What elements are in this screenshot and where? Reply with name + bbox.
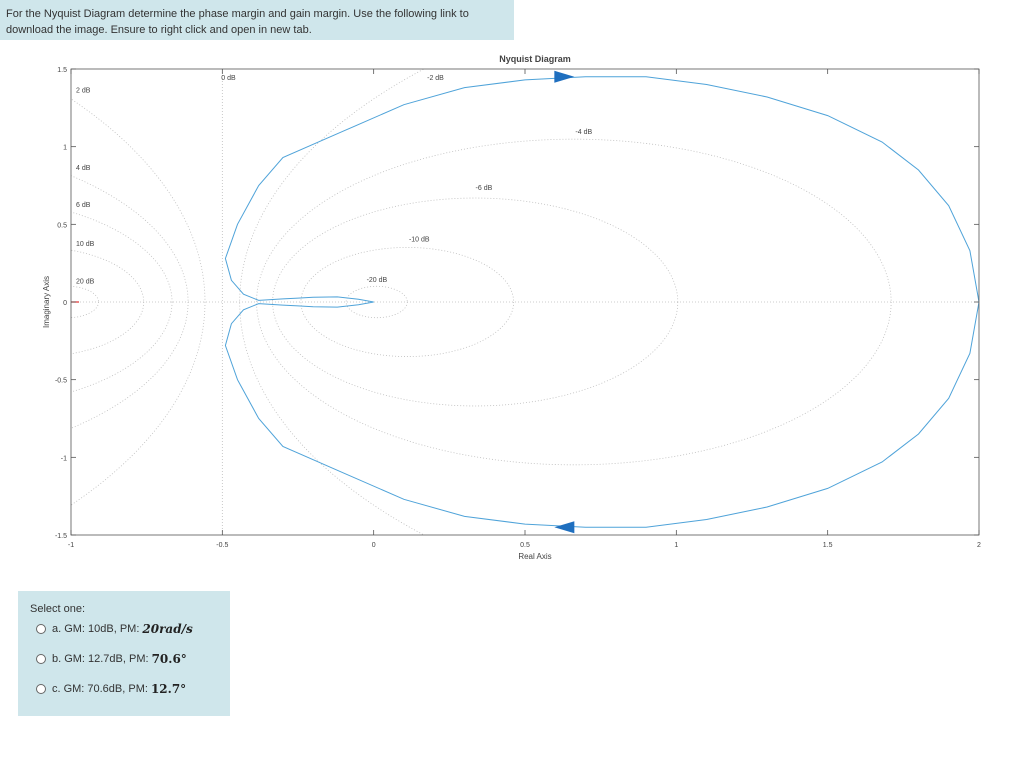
m-circle-label: 6 dB [76, 202, 91, 209]
m-circle-label: -6 dB [476, 185, 493, 192]
plot-area: 0 dB -2 dB -4 dB -6 dB -10 dB -20 dB 2 dB 4 dB 6… [71, 69, 979, 535]
x-axis-label: Real Axis [518, 552, 551, 561]
direction-arrow-top [554, 70, 575, 83]
m-circle-label: -20 dB [367, 277, 388, 284]
option-c-letter: c. [52, 683, 61, 695]
m-circle-label: -2 dB [427, 75, 444, 82]
option-b[interactable]: b. GM: 12.7dB, PM: 70.6° [36, 651, 230, 667]
y-axis-label: Imaginary Axis [42, 276, 51, 328]
y-tick-label: -1.5 [55, 533, 67, 540]
y-tick-label: -0.5 [55, 378, 67, 385]
option-a-text: GM: 10dB, PM: [64, 623, 140, 635]
nyquist-chart-svg: 0 dB -2 dB -4 dB -6 dB -10 dB -20 dB 2 dB 4 dB 6… [42, 54, 981, 561]
m-circle-label: 4 dB [76, 165, 91, 172]
m-circle-label: 10 dB [76, 241, 95, 248]
option-b-letter: b. [52, 653, 62, 665]
nyquist-curve [224, 76, 979, 528]
option-a-letter: a. [52, 623, 62, 635]
x-tick-label: -1 [68, 542, 74, 549]
radio-button-b[interactable] [36, 654, 46, 664]
radio-button-c[interactable] [36, 684, 46, 694]
m-circle-grid [300, 247, 515, 357]
x-tick-label: -0.5 [216, 542, 228, 549]
question-box: For the Nyquist Diagram determine the ph… [0, 0, 514, 40]
x-tick-label: 2 [977, 542, 981, 549]
option-a-math: 20rad/s [142, 622, 193, 636]
option-b-text: GM: 12.7dB, PM: [64, 653, 149, 665]
m-circle-label: -4 dB [575, 129, 592, 136]
m-circle-label: 20 dB [76, 278, 95, 285]
y-tick-label: -1 [61, 455, 67, 462]
x-tick-label: 1.5 [823, 542, 833, 549]
option-b-math: 70.6° [151, 652, 187, 666]
nyquist-plot[interactable]: 0 dB -2 dB -4 dB -6 dB -10 dB -20 dB 2 dB 4 dB 6… [34, 50, 994, 570]
y-tick-label: 0.5 [57, 222, 67, 229]
x-tick-label: 1 [674, 542, 678, 549]
m-circle-label: 0 dB [221, 75, 236, 82]
option-a[interactable]: a. GM: 10dB, PM: 20rad/s [36, 621, 230, 637]
y-tick-label: 1 [63, 145, 67, 152]
m-circle-grid [71, 98, 206, 506]
question-text-line1: For the Nyquist Diagram determine the ph… [6, 8, 469, 20]
question-text-line2: download the image. Ensure to right clic… [6, 24, 312, 36]
x-tick-label: 0 [372, 542, 376, 549]
y-tick-label: 0 [63, 300, 67, 307]
x-tick-label: 0.5 [520, 542, 530, 549]
answer-box: Select one: a. GM: 10dB, PM: 20rad/s b. … [18, 591, 230, 716]
chart-title: Nyquist Diagram [499, 54, 571, 64]
option-c-text: GM: 70.6dB, PM: [63, 683, 148, 695]
option-c-math: 12.7° [150, 682, 187, 696]
select-one-label: Select one: [30, 603, 86, 615]
m-circle-label: -10 dB [409, 236, 430, 243]
direction-arrow-bottom [554, 521, 575, 534]
m-circle-label: 2 dB [76, 87, 91, 94]
m-circle-grid [71, 211, 173, 393]
radio-button-a[interactable] [36, 624, 46, 634]
m-circle-grid [256, 138, 892, 466]
y-tick-label: 1.5 [57, 67, 67, 74]
option-c[interactable]: c. GM: 70.6dB, PM: 12.7° [36, 681, 230, 697]
